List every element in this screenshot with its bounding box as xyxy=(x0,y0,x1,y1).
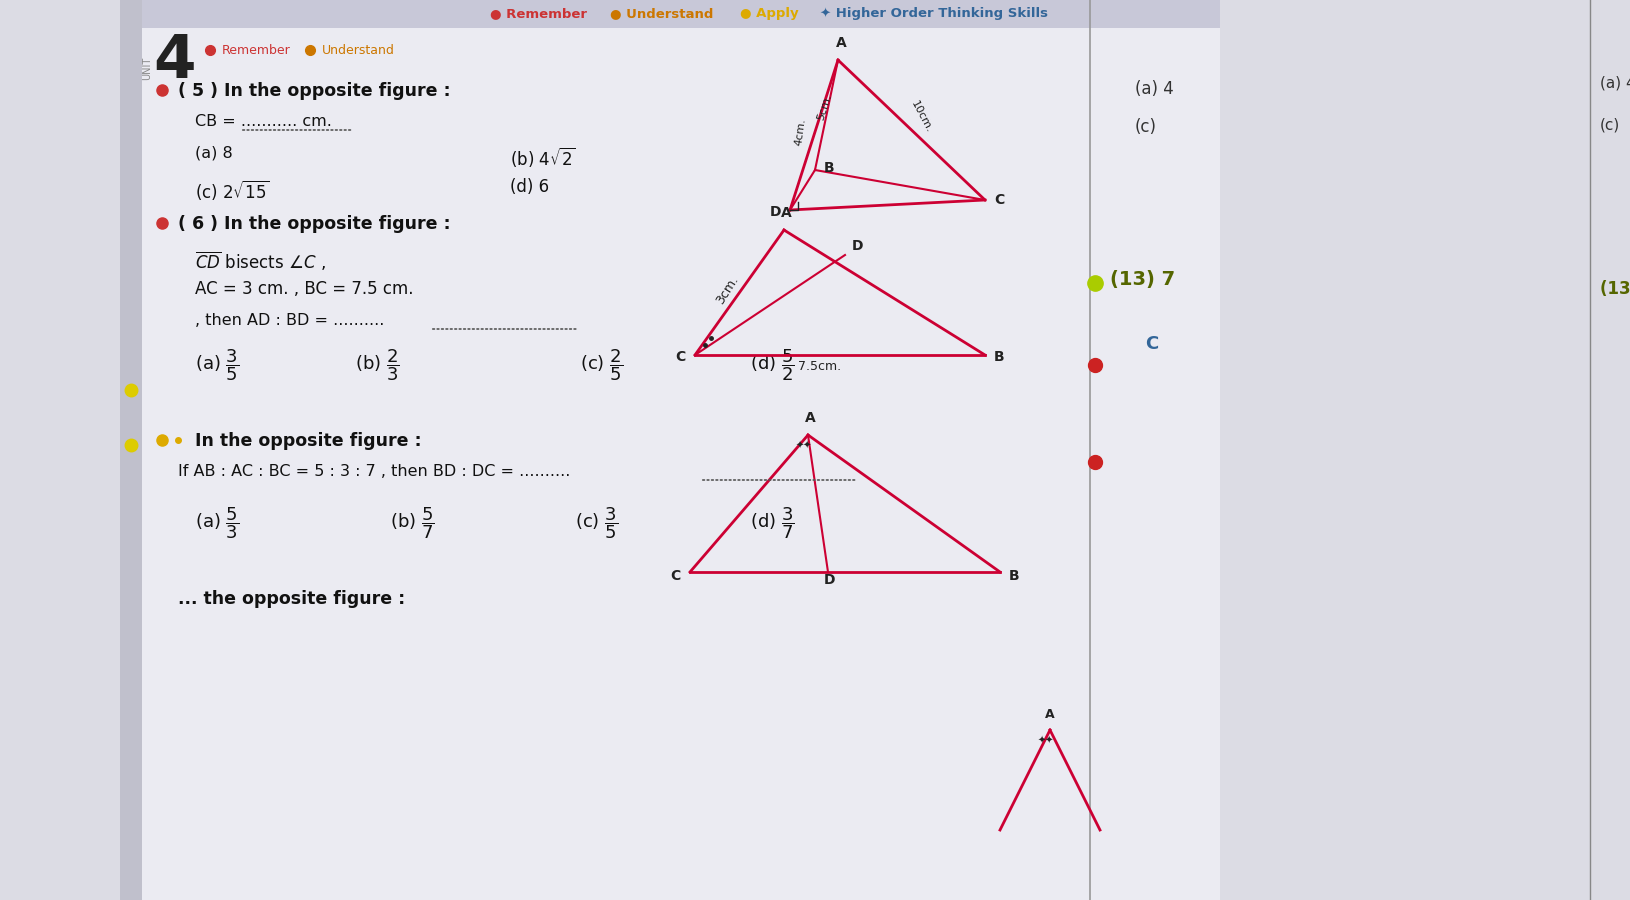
Text: Understand: Understand xyxy=(321,43,394,57)
Text: A: A xyxy=(781,206,791,220)
Text: C: C xyxy=(670,569,680,583)
Text: C: C xyxy=(1144,335,1157,353)
Text: D: D xyxy=(823,573,835,587)
Text: 7.5cm.: 7.5cm. xyxy=(799,361,841,374)
Text: ✦ Higher Order Thinking Skills: ✦ Higher Order Thinking Skills xyxy=(820,7,1048,21)
Text: (c): (c) xyxy=(1599,118,1619,133)
Text: CB = ........... cm.: CB = ........... cm. xyxy=(196,114,331,129)
Text: A: A xyxy=(804,411,815,425)
Text: (a) $\dfrac{3}{5}$: (a) $\dfrac{3}{5}$ xyxy=(196,347,240,382)
Text: B: B xyxy=(823,161,835,175)
Text: (b) $\dfrac{5}{7}$: (b) $\dfrac{5}{7}$ xyxy=(390,505,434,541)
Text: In the opposite figure :: In the opposite figure : xyxy=(196,432,422,450)
Text: C: C xyxy=(675,350,685,364)
Text: (b) $\dfrac{2}{3}$: (b) $\dfrac{2}{3}$ xyxy=(355,347,399,382)
FancyBboxPatch shape xyxy=(121,0,1219,28)
Text: (a) 4: (a) 4 xyxy=(1599,75,1630,90)
Text: 5cm.: 5cm. xyxy=(815,93,833,122)
Text: AC = 3 cm. , BC = 7.5 cm.: AC = 3 cm. , BC = 7.5 cm. xyxy=(196,280,414,298)
Text: D: D xyxy=(852,239,864,253)
Text: C: C xyxy=(993,193,1004,207)
Text: (c) $2\sqrt{15}$: (c) $2\sqrt{15}$ xyxy=(196,178,271,202)
Text: (d) $\dfrac{3}{7}$: (d) $\dfrac{3}{7}$ xyxy=(750,505,794,541)
FancyBboxPatch shape xyxy=(121,0,142,900)
Text: (13) 7: (13) 7 xyxy=(1110,270,1174,289)
Text: ( 5 ) In the opposite figure :: ( 5 ) In the opposite figure : xyxy=(178,82,450,100)
Text: A: A xyxy=(835,36,846,50)
Text: (d) $\dfrac{5}{2}$: (d) $\dfrac{5}{2}$ xyxy=(750,347,794,382)
Text: Remember: Remember xyxy=(222,43,290,57)
Text: (b) $4\sqrt{2}$: (b) $4\sqrt{2}$ xyxy=(510,145,575,169)
Text: ✦✦: ✦✦ xyxy=(1037,736,1053,746)
Text: 3cm.: 3cm. xyxy=(712,274,740,307)
Text: B: B xyxy=(993,350,1004,364)
Text: ● Remember: ● Remember xyxy=(489,7,587,21)
Text: (c): (c) xyxy=(1134,118,1156,136)
Text: ( 6 ) In the opposite figure :: ( 6 ) In the opposite figure : xyxy=(178,215,450,233)
Text: ✦✦: ✦✦ xyxy=(795,441,812,451)
Text: (a) $\dfrac{5}{3}$: (a) $\dfrac{5}{3}$ xyxy=(196,505,240,541)
Text: (c) $\dfrac{2}{5}$: (c) $\dfrac{2}{5}$ xyxy=(580,347,623,382)
Text: (a) 4: (a) 4 xyxy=(1134,80,1174,98)
Text: $\overline{CD}$ bisects $\angle C$ ,: $\overline{CD}$ bisects $\angle C$ , xyxy=(196,250,326,273)
Text: A: A xyxy=(1045,708,1055,721)
Text: , then AD : BD = ..........: , then AD : BD = .......... xyxy=(196,313,385,328)
Text: ● Understand: ● Understand xyxy=(610,7,712,21)
Text: ● Apply: ● Apply xyxy=(740,7,799,21)
Text: B: B xyxy=(1007,569,1019,583)
Text: 10cm.: 10cm. xyxy=(910,99,934,135)
FancyBboxPatch shape xyxy=(121,0,1219,900)
Text: 4cm.: 4cm. xyxy=(792,118,807,147)
Text: D: D xyxy=(769,205,781,219)
Text: (d) 6: (d) 6 xyxy=(510,178,549,196)
Text: (a) 8: (a) 8 xyxy=(196,145,233,160)
Text: ... the opposite figure :: ... the opposite figure : xyxy=(178,590,404,608)
Text: UNIT: UNIT xyxy=(142,57,152,79)
Text: (13) 7: (13) 7 xyxy=(1599,280,1630,298)
Text: (c) $\dfrac{3}{5}$: (c) $\dfrac{3}{5}$ xyxy=(575,505,618,541)
Text: 4: 4 xyxy=(153,32,196,92)
Text: If AB : AC : BC = 5 : 3 : 7 , then BD : DC = ..........: If AB : AC : BC = 5 : 3 : 7 , then BD : … xyxy=(178,464,570,479)
